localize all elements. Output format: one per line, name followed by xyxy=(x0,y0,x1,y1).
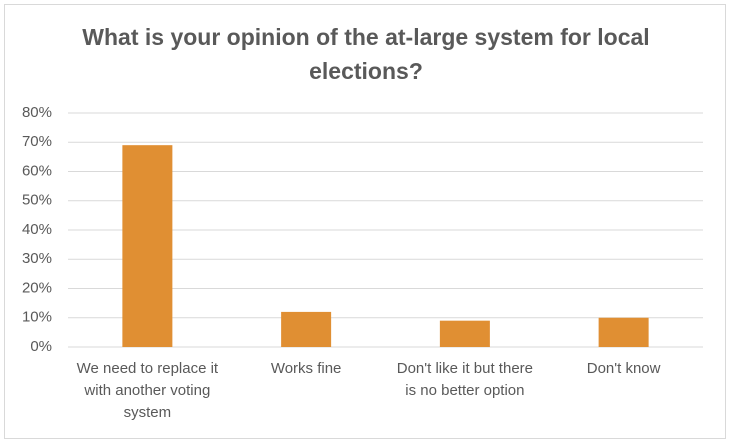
y-tick-label: 80% xyxy=(22,104,52,121)
y-tick-label: 0% xyxy=(30,338,52,355)
bar xyxy=(122,145,173,347)
y-tick-label: 40% xyxy=(22,221,52,238)
x-tick-label: Don't like it but there is no better opt… xyxy=(396,360,534,399)
y-tick-label: 70% xyxy=(22,133,52,150)
bar xyxy=(281,311,332,347)
y-tick-label: 60% xyxy=(22,162,52,179)
y-tick-label: 30% xyxy=(22,250,52,267)
y-tick-label: 10% xyxy=(22,309,52,326)
bar xyxy=(598,317,649,347)
y-tick-label: 50% xyxy=(22,192,52,209)
x-tick-label: We need to replace it with another votin… xyxy=(76,360,219,421)
y-tick-label: 20% xyxy=(22,279,52,296)
bar xyxy=(439,320,490,347)
chart-title: What is your opinion of the at-large sys… xyxy=(82,24,650,84)
chart-border xyxy=(4,4,726,439)
x-tick-label: Don't know xyxy=(586,360,661,377)
x-tick-label: Works fine xyxy=(270,360,342,377)
